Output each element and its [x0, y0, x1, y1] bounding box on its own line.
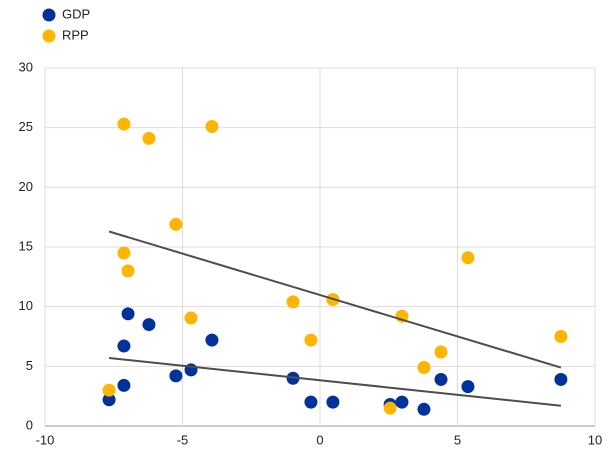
- legend-label: RPP: [62, 27, 89, 42]
- point: [205, 119, 219, 133]
- point: [417, 402, 431, 416]
- point: [142, 131, 156, 145]
- point: [169, 369, 183, 383]
- x-tick-label: 10: [588, 432, 602, 447]
- y-tick-label: 10: [19, 298, 33, 313]
- legend-label: GDP: [62, 6, 90, 21]
- point: [434, 372, 448, 386]
- y-tick-label: 25: [19, 119, 33, 134]
- y-tick-label: 0: [26, 417, 33, 432]
- point: [205, 333, 219, 347]
- trend-line: [108, 356, 562, 407]
- y-tick-label: 15: [19, 238, 33, 253]
- x-tick-label: -10: [36, 432, 55, 447]
- point: [184, 311, 198, 325]
- legend-marker: [42, 29, 56, 43]
- x-tick-label: 5: [454, 432, 461, 447]
- point: [102, 383, 116, 397]
- point: [554, 372, 568, 386]
- point: [117, 117, 131, 131]
- point: [383, 401, 397, 415]
- point: [461, 380, 475, 394]
- point: [395, 395, 409, 409]
- point: [417, 361, 431, 375]
- y-tick-label: 20: [19, 179, 33, 194]
- point: [117, 246, 131, 260]
- point: [102, 393, 116, 407]
- point: [434, 345, 448, 359]
- x-tick-label: 0: [316, 432, 323, 447]
- point: [461, 251, 475, 265]
- y-tick-label: 30: [19, 59, 33, 74]
- point: [117, 339, 131, 353]
- legend-marker: [42, 8, 56, 22]
- point: [554, 330, 568, 343]
- point: [326, 395, 340, 409]
- point: [304, 333, 318, 347]
- trend-line: [108, 230, 562, 369]
- point: [169, 217, 183, 231]
- point: [286, 295, 300, 309]
- point: [121, 264, 135, 278]
- point: [121, 307, 135, 321]
- x-tick-label: -5: [177, 432, 189, 447]
- point: [142, 318, 156, 332]
- y-tick-label: 5: [26, 358, 33, 373]
- point: [304, 395, 318, 409]
- point: [117, 378, 131, 392]
